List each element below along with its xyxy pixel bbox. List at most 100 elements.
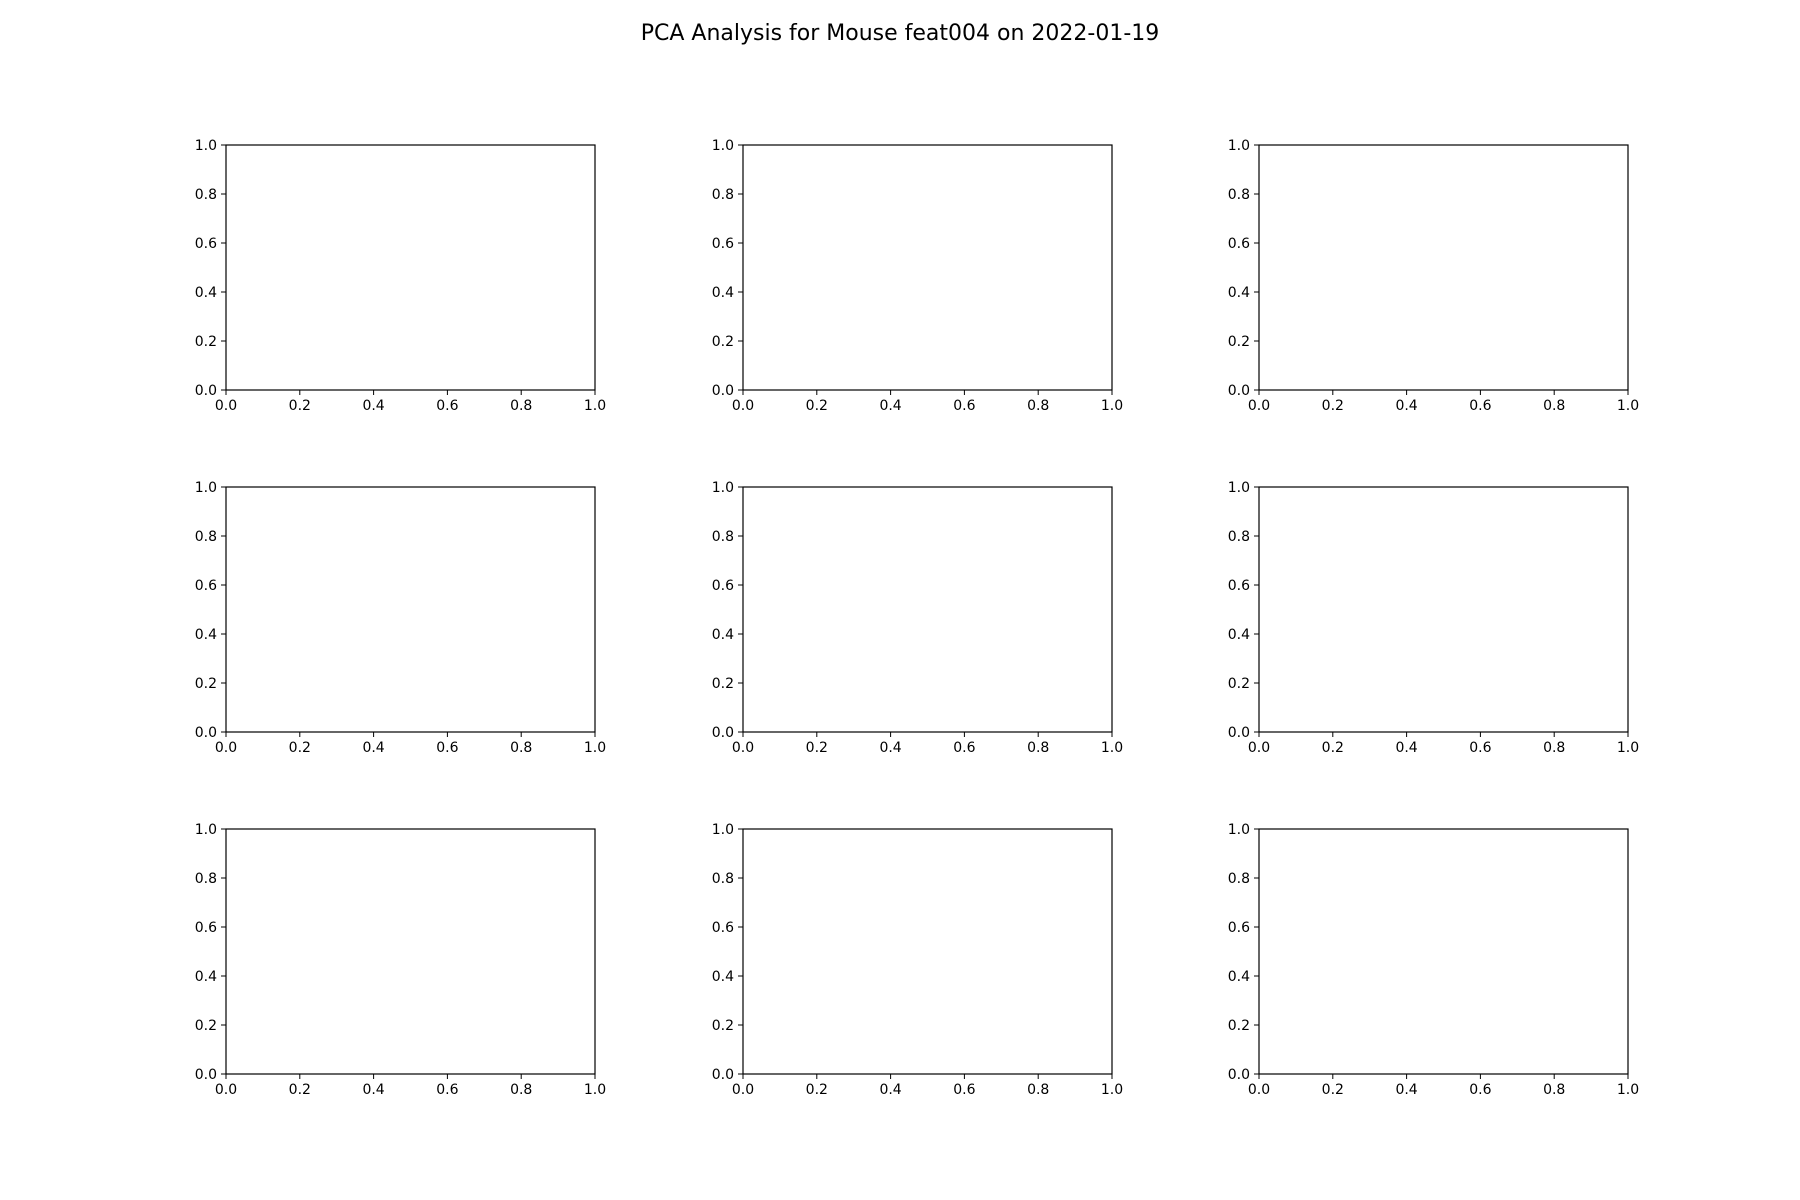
axes-frame xyxy=(742,486,1113,733)
y-tick-label: 1.0 xyxy=(1228,138,1250,154)
y-tick-label: 0.8 xyxy=(1228,529,1250,545)
y-tick-label: 0.0 xyxy=(1228,383,1250,399)
axes-frame xyxy=(742,828,1113,1075)
y-tick-label: 0.4 xyxy=(1228,627,1250,643)
x-tick-label: 1.0 xyxy=(584,398,606,414)
x-tick-label: 0.8 xyxy=(510,740,532,756)
y-tick-label: 0.2 xyxy=(712,334,734,350)
x-tick-label: 0.2 xyxy=(1322,398,1344,414)
x-tick-label: 0.0 xyxy=(1248,398,1270,414)
y-tick-label: 0.2 xyxy=(1228,334,1250,350)
y-tick-label: 0.6 xyxy=(195,920,217,936)
y-tick-label: 0.2 xyxy=(712,676,734,692)
y-tick-label: 0.4 xyxy=(195,969,217,985)
axes-frame xyxy=(1258,828,1629,1075)
subplot-6: 0.0 0.2 0.4 0.6 0.8 1.0 0.0 0.2 0.4 0.6 0.8 1.0 xyxy=(1228,480,1639,756)
subplot-8: 0.0 0.2 0.4 0.6 0.8 1.0 0.0 0.2 0.4 0.6 0.8 1.0 xyxy=(712,822,1123,1098)
y-tick-label: 0.6 xyxy=(1228,578,1250,594)
x-tick-label: 0.8 xyxy=(1543,740,1565,756)
x-tick-label: 0.4 xyxy=(879,1082,901,1098)
x-tick-label: 0.0 xyxy=(215,1082,237,1098)
y-tick-label: 0.6 xyxy=(712,920,734,936)
x-tick-label: 0.0 xyxy=(732,1082,754,1098)
y-tick-label: 1.0 xyxy=(1228,480,1250,496)
x-tick-label: 0.4 xyxy=(1395,398,1417,414)
x-tick-label: 0.0 xyxy=(732,398,754,414)
x-tick-label: 0.4 xyxy=(362,1082,384,1098)
x-tick-label: 0.6 xyxy=(436,398,458,414)
x-tick-label: 0.6 xyxy=(1469,398,1491,414)
x-tick-label: 0.0 xyxy=(732,740,754,756)
y-tick-label: 1.0 xyxy=(712,480,734,496)
y-tick-label: 0.8 xyxy=(1228,871,1250,887)
x-tick-label: 0.2 xyxy=(1322,740,1344,756)
y-tick-label: 0.2 xyxy=(195,676,217,692)
y-tick-label: 0.4 xyxy=(195,285,217,301)
y-tick-label: 0.8 xyxy=(195,871,217,887)
x-tick-label: 0.2 xyxy=(1322,1082,1344,1098)
figure-title: PCA Analysis for Mouse feat004 on 2022-0… xyxy=(641,21,1160,46)
axes-frame xyxy=(225,486,596,733)
x-tick-label: 0.2 xyxy=(289,740,311,756)
y-tick-label: 0.0 xyxy=(195,725,217,741)
y-tick-label: 0.6 xyxy=(195,236,217,252)
x-tick-label: 0.6 xyxy=(953,398,975,414)
y-tick-label: 0.6 xyxy=(712,578,734,594)
axes-frame xyxy=(1258,144,1629,391)
x-tick-label: 0.0 xyxy=(1248,1082,1270,1098)
x-tick-label: 0.8 xyxy=(1027,1082,1049,1098)
y-tick-label: 0.4 xyxy=(712,627,734,643)
y-tick-label: 0.0 xyxy=(195,1067,217,1083)
y-tick-label: 1.0 xyxy=(195,138,217,154)
subplot-4: 0.0 0.2 0.4 0.6 0.8 1.0 0.0 0.2 0.4 0.6 0.8 1.0 xyxy=(195,480,606,756)
x-tick-label: 0.4 xyxy=(1395,1082,1417,1098)
y-tick-label: 0.8 xyxy=(195,529,217,545)
x-tick-label: 1.0 xyxy=(1101,1082,1123,1098)
x-tick-label: 0.8 xyxy=(1027,398,1049,414)
y-tick-label: 0.4 xyxy=(712,969,734,985)
x-tick-label: 0.2 xyxy=(289,398,311,414)
x-tick-label: 1.0 xyxy=(584,1082,606,1098)
x-tick-label: 0.8 xyxy=(1543,398,1565,414)
x-tick-label: 0.0 xyxy=(215,740,237,756)
x-tick-label: 0.4 xyxy=(362,740,384,756)
x-tick-label: 0.8 xyxy=(510,1082,532,1098)
subplot-3: 0.0 0.2 0.4 0.6 0.8 1.0 0.0 0.2 0.4 0.6 0.8 1.0 xyxy=(1228,138,1639,414)
x-tick-label: 0.0 xyxy=(215,398,237,414)
y-tick-label: 1.0 xyxy=(1228,822,1250,838)
x-tick-label: 0.2 xyxy=(806,398,828,414)
axes-frame xyxy=(225,144,596,391)
x-tick-label: 0.4 xyxy=(879,398,901,414)
subplot-1: 0.0 0.2 0.4 0.6 0.8 1.0 0.0 0.2 0.4 0.6 0.8 1.0 xyxy=(195,138,606,414)
y-tick-label: 0.2 xyxy=(1228,676,1250,692)
y-tick-label: 0.0 xyxy=(1228,725,1250,741)
y-tick-label: 0.2 xyxy=(1228,1018,1250,1034)
x-tick-label: 0.6 xyxy=(953,740,975,756)
y-tick-label: 0.8 xyxy=(712,187,734,203)
subplot-7: 0.0 0.2 0.4 0.6 0.8 1.0 0.0 0.2 0.4 0.6 0.8 1.0 xyxy=(195,822,606,1098)
subplot-5: 0.0 0.2 0.4 0.6 0.8 1.0 0.0 0.2 0.4 0.6 0.8 1.0 xyxy=(712,480,1123,756)
axes-frame xyxy=(1258,486,1629,733)
x-tick-label: 0.0 xyxy=(1248,740,1270,756)
y-tick-label: 0.4 xyxy=(195,627,217,643)
x-tick-label: 0.8 xyxy=(510,398,532,414)
axes-frame xyxy=(742,144,1113,391)
y-tick-label: 1.0 xyxy=(712,138,734,154)
y-tick-label: 1.0 xyxy=(195,480,217,496)
x-tick-label: 1.0 xyxy=(1101,398,1123,414)
y-tick-label: 0.4 xyxy=(1228,969,1250,985)
y-tick-label: 0.0 xyxy=(712,383,734,399)
y-tick-label: 0.8 xyxy=(1228,187,1250,203)
y-tick-label: 0.8 xyxy=(712,871,734,887)
x-tick-label: 1.0 xyxy=(1101,740,1123,756)
x-tick-label: 0.8 xyxy=(1543,1082,1565,1098)
x-tick-label: 1.0 xyxy=(1617,1082,1639,1098)
x-tick-label: 0.6 xyxy=(436,1082,458,1098)
subplot-9: 0.0 0.2 0.4 0.6 0.8 1.0 0.0 0.2 0.4 0.6 0.8 1.0 xyxy=(1228,822,1639,1098)
subplot-2: 0.0 0.2 0.4 0.6 0.8 1.0 0.0 0.2 0.4 0.6 0.8 1.0 xyxy=(712,138,1123,414)
x-tick-label: 0.4 xyxy=(362,398,384,414)
y-tick-label: 1.0 xyxy=(712,822,734,838)
x-tick-label: 0.2 xyxy=(289,1082,311,1098)
x-tick-label: 1.0 xyxy=(1617,398,1639,414)
